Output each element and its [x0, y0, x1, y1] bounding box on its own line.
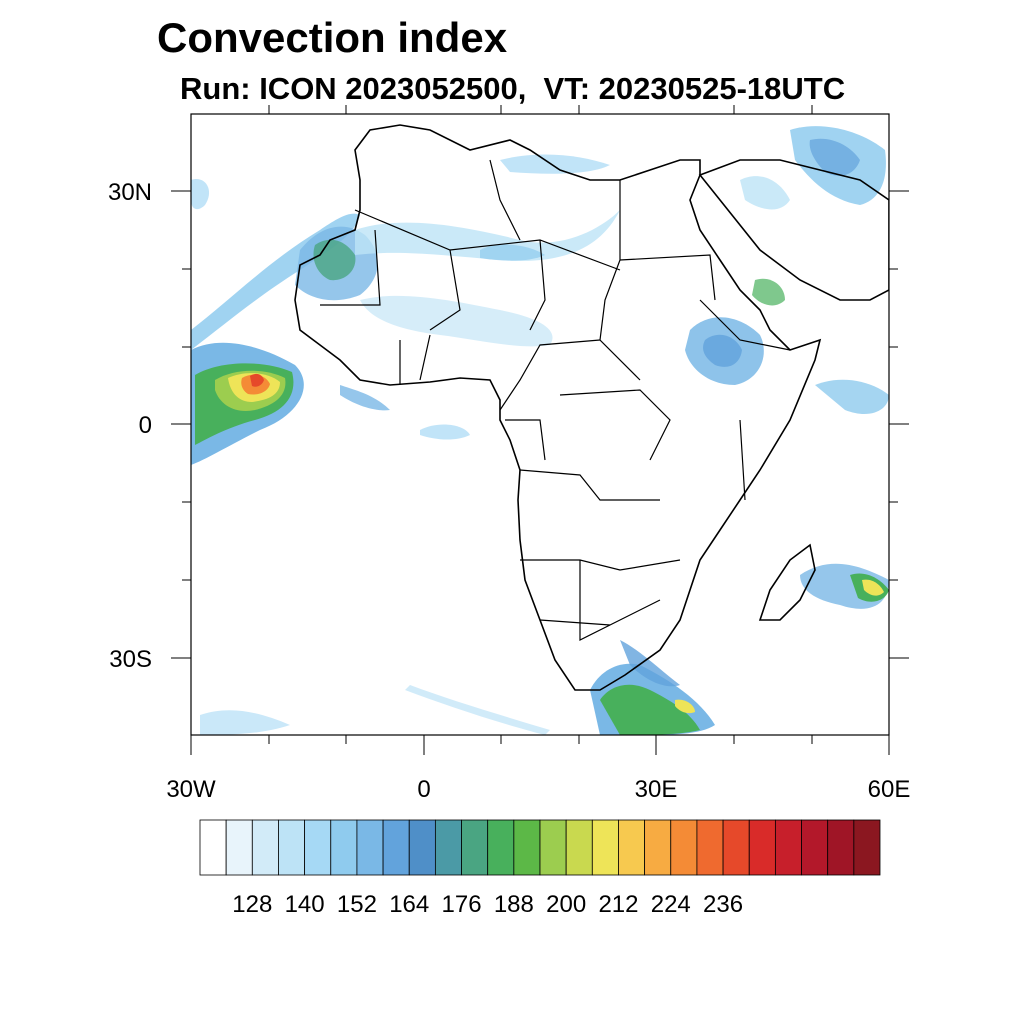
colorbar-label: 224	[651, 891, 691, 918]
colorbar-box	[696, 819, 724, 876]
colorbar-box	[408, 819, 436, 876]
colorbar-box	[251, 819, 279, 876]
colorbar-box	[304, 819, 332, 876]
colorbar-label: 176	[442, 891, 482, 918]
colorbar-box	[356, 819, 384, 876]
colorbar-box	[565, 819, 593, 876]
country-borders	[320, 159, 791, 641]
colorbar-label: 152	[337, 891, 377, 918]
coastline	[294, 124, 889, 691]
colorbar-box	[225, 819, 253, 876]
colorbar-box	[539, 819, 567, 876]
chart-title: Convection index	[157, 14, 508, 61]
colorbar-box	[591, 819, 619, 876]
colorbar-box	[278, 819, 306, 876]
y-tick-label-30n: 30N	[108, 179, 152, 206]
x-tick-label-60e: 60E	[868, 776, 911, 803]
colorbar-box	[644, 819, 672, 876]
colorbar	[199, 819, 881, 876]
colorbar-labels: 128 140 152 164 176 188 200 212 224 236	[232, 891, 743, 918]
colorbar-box	[618, 819, 646, 876]
colorbar-label: 236	[703, 891, 743, 918]
colorbar-box	[330, 819, 358, 876]
colorbar-box	[434, 819, 462, 876]
colorbar-box	[461, 819, 489, 876]
colorbar-box	[199, 819, 227, 876]
colorbar-label: 128	[232, 891, 272, 918]
x-tick-label-30e: 30E	[635, 776, 678, 803]
colorbar-label: 164	[389, 891, 429, 918]
colorbar-box	[827, 819, 855, 876]
colorbar-box	[513, 819, 541, 876]
colorbar-box	[487, 819, 515, 876]
colorbar-box	[748, 819, 776, 876]
colorbar-box	[670, 819, 698, 876]
colorbar-label: 140	[285, 891, 325, 918]
y-tick-label-30s: 30S	[109, 646, 152, 673]
colorbar-label: 200	[546, 891, 586, 918]
x-tick-label-0: 0	[417, 776, 430, 803]
x-tick-label-30w: 30W	[166, 776, 216, 803]
chart-subtitle: Run: ICON 2023052500, VT: 20230525-18UTC	[180, 71, 846, 106]
axis-ticks	[171, 105, 909, 755]
colorbar-box	[382, 819, 410, 876]
colorbar-label: 188	[494, 891, 534, 918]
colorbar-box	[774, 819, 802, 876]
colorbar-box	[853, 819, 881, 876]
colorbar-box	[722, 819, 750, 876]
y-tick-label-0: 0	[139, 412, 152, 439]
colorbar-box	[801, 819, 829, 876]
colorbar-label: 212	[598, 891, 638, 918]
